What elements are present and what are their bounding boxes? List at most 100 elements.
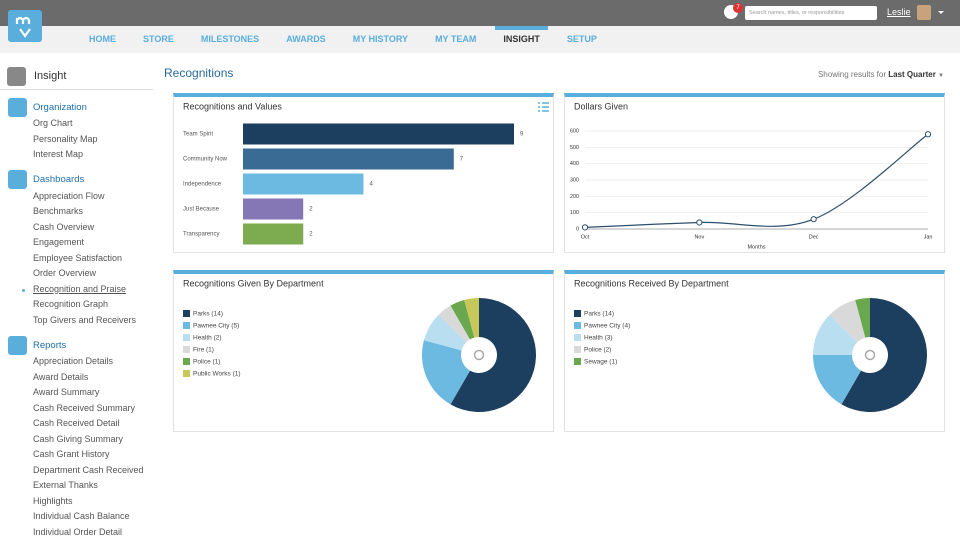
sidebar-link[interactable]: Engagement bbox=[33, 237, 85, 247]
section-heading: Organization bbox=[0, 97, 153, 117]
sidebar-link[interactable]: Department Cash Received bbox=[33, 464, 144, 475]
section-icon bbox=[8, 335, 27, 355]
pie-slice bbox=[438, 305, 470, 343]
legend-swatch bbox=[574, 310, 581, 317]
chart-title: Dollars Given bbox=[574, 101, 628, 111]
search-box[interactable]: Search names, titles, or responsibilitie… bbox=[745, 6, 877, 20]
legend-swatch bbox=[183, 358, 190, 365]
sidebar-link[interactable]: Cash Received Detail bbox=[33, 418, 120, 428]
bar bbox=[243, 173, 364, 195]
value-label: 7 bbox=[460, 157, 464, 163]
legend-label: Sewage (1) bbox=[584, 359, 617, 366]
user-name[interactable]: Leslie bbox=[887, 7, 911, 17]
sidebar-link[interactable]: Award Details bbox=[33, 371, 89, 382]
filter[interactable]: Showing results for Last Quarter ▼ bbox=[818, 70, 944, 79]
top-bar: 7 Search names, titles, or responsibilit… bbox=[0, 0, 960, 26]
logo[interactable] bbox=[8, 10, 42, 42]
legend-label: Pawnee City (4) bbox=[584, 323, 630, 330]
legend-label: Health (2) bbox=[193, 335, 222, 342]
legend-label: Police (1) bbox=[193, 359, 220, 366]
chart-title: Recognitions Received By Department bbox=[574, 278, 729, 288]
pie-slice bbox=[450, 298, 536, 412]
bar bbox=[243, 198, 304, 220]
pie-slice bbox=[855, 298, 870, 338]
chart: Recognitions and Values Team Spirit 9 Commu… bbox=[183, 101, 549, 245]
bar-label: Community Now bbox=[183, 157, 228, 163]
filter-value[interactable]: Last Quarter bbox=[888, 70, 936, 79]
insight-icon bbox=[7, 66, 26, 86]
sidebar-link[interactable]: Appreciation Details bbox=[33, 356, 114, 366]
cards: Recognitions and Values Team Spirit 9 Commu… bbox=[173, 93, 945, 432]
section-title[interactable]: Reports bbox=[33, 339, 67, 351]
center-badge bbox=[864, 349, 876, 361]
sidebar-link[interactable]: Personality Map bbox=[33, 133, 98, 144]
nav-item[interactable]: SETUP bbox=[566, 34, 597, 44]
nav-item[interactable]: STORE bbox=[143, 34, 174, 44]
legend-label: Pawnee City (5) bbox=[193, 323, 239, 330]
sidebar-title: Insight bbox=[0, 63, 153, 90]
pie-slice bbox=[841, 298, 927, 412]
sidebar-link[interactable]: Employee Satisfaction bbox=[33, 252, 123, 263]
sidebar-link[interactable]: Benchmarks bbox=[33, 206, 84, 216]
sidebar-link[interactable]: Interest Map bbox=[33, 149, 84, 159]
nav-item[interactable]: AWARDS bbox=[286, 34, 326, 44]
chart-card: Recognitions Given By Department Parks (1… bbox=[173, 270, 554, 432]
legend-label: Parks (14) bbox=[193, 311, 223, 318]
section-icon bbox=[8, 170, 27, 189]
pie-slice bbox=[423, 314, 467, 351]
y-tick-label: 500 bbox=[570, 145, 579, 151]
sidebar-link[interactable]: External Thanks bbox=[33, 480, 98, 490]
nav-item[interactable]: HOME bbox=[89, 34, 116, 44]
sidebar-link[interactable]: Recognition and Praise bbox=[0, 282, 153, 298]
user-menu-caret[interactable] bbox=[938, 11, 944, 17]
bar-label: Independence bbox=[183, 182, 222, 188]
x-tick-label: Nov bbox=[694, 234, 704, 240]
filter-caret[interactable]: ▼ bbox=[938, 73, 944, 79]
data-point bbox=[810, 216, 817, 223]
sidebar-link[interactable]: Cash Received Summary bbox=[33, 402, 136, 413]
bar-label: Transparency bbox=[183, 232, 219, 238]
legend-swatch bbox=[183, 334, 190, 341]
x-tick-label: Oct bbox=[581, 234, 590, 240]
notification-badge[interactable]: 7 bbox=[733, 3, 743, 13]
sidebar-link[interactable]: Order Overview bbox=[33, 268, 97, 278]
pie-slice bbox=[464, 298, 479, 338]
sidebar-link[interactable]: Recognition Graph bbox=[33, 299, 109, 309]
chart-card: Recognitions Received By Department Parks… bbox=[564, 270, 945, 432]
sidebar-link[interactable]: Cash Giving Summary bbox=[33, 433, 124, 444]
list-icon bbox=[538, 102, 549, 112]
section-title[interactable]: Organization bbox=[33, 101, 87, 113]
value-label: 4 bbox=[369, 182, 373, 188]
avatar[interactable] bbox=[917, 5, 931, 20]
sidebar-link[interactable]: Individual Order Detail bbox=[33, 526, 123, 537]
page-title: Recognitions bbox=[164, 66, 234, 80]
sidebar: Insight Organization Org Chart Personality… bbox=[0, 63, 153, 540]
sidebar-link[interactable]: Cash Overview bbox=[33, 221, 95, 232]
nav-item[interactable]: MY HISTORY bbox=[352, 34, 409, 44]
section-heading: Dashboards bbox=[0, 170, 153, 189]
section-title[interactable]: Dashboards bbox=[33, 174, 85, 185]
bar bbox=[243, 223, 304, 245]
bar-label: Team Spirit bbox=[183, 132, 213, 138]
sidebar-link[interactable]: Appreciation Flow bbox=[33, 190, 105, 201]
legend-label: Police (2) bbox=[584, 347, 611, 354]
section-icon bbox=[8, 97, 27, 117]
nav: HOME STORE MILESTONES AWARDS MY HISTORY MY TE… bbox=[87, 26, 599, 53]
sidebar-link[interactable]: Top Givers and Receivers bbox=[33, 314, 137, 325]
sidebar-link[interactable]: Cash Grant History bbox=[33, 449, 110, 459]
nav-item[interactable]: MILESTONES bbox=[200, 34, 260, 44]
sidebar-link[interactable]: Individual Cash Balance bbox=[33, 511, 130, 521]
data-point bbox=[696, 219, 703, 226]
value-label: 2 bbox=[309, 232, 313, 238]
nav-item[interactable]: MY TEAM bbox=[435, 34, 477, 44]
value-label: 9 bbox=[520, 132, 524, 138]
chart-card: Dollars Given 0 100 200 300 400 500 600 Oct Nov De… bbox=[564, 93, 945, 253]
sidebar-link[interactable]: Org Chart bbox=[33, 118, 73, 128]
nav-item[interactable]: INSIGHT bbox=[495, 26, 548, 53]
bar bbox=[243, 123, 514, 145]
sidebar-title-text: Insight bbox=[34, 70, 67, 82]
sidebar-link[interactable]: Award Summary bbox=[33, 387, 100, 397]
sidebar-link[interactable]: Highlights bbox=[33, 495, 73, 506]
y-tick-label: 600 bbox=[570, 128, 579, 134]
